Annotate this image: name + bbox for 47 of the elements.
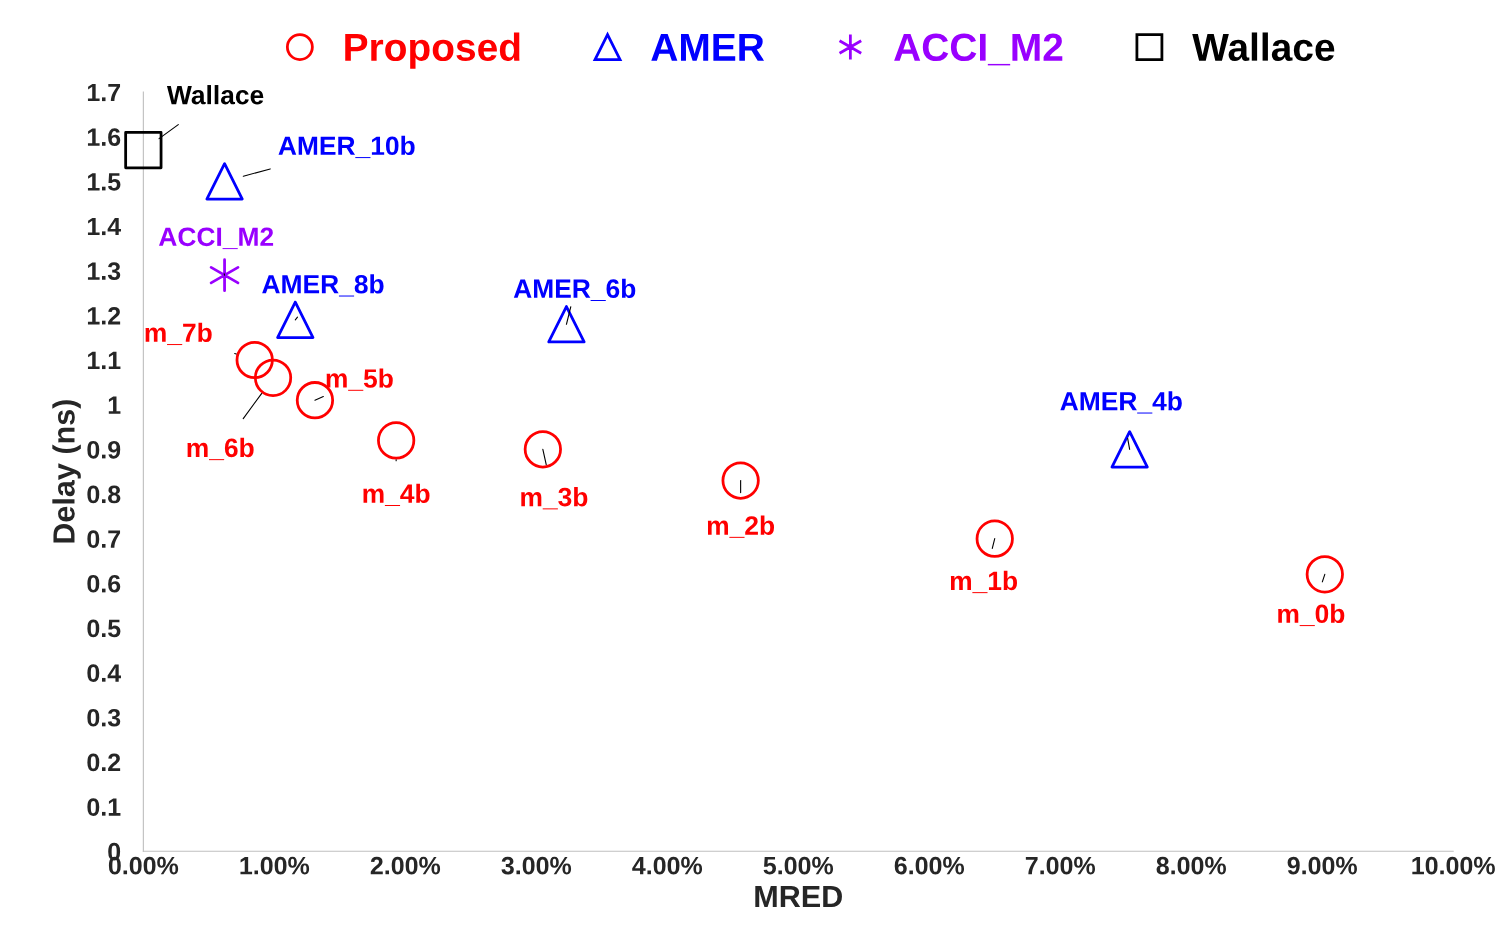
annotation: m_6b [187,437,254,461]
x-tick-label: 8.00% [1156,856,1226,875]
y-tick-label: 1.5 [87,173,121,191]
annotation: m_5b [326,368,393,391]
y-tick-label: 0.8 [87,485,121,504]
y-tick-label: 0.2 [87,753,121,772]
annotation: AMER_10b [278,135,415,159]
annotation: Wallace [166,85,264,105]
y-tick-label: 1.3 [87,262,121,281]
x-tick-label: 5.00% [763,856,834,875]
annotation: AMER_8b [262,274,384,297]
y-tick-label: 0.4 [87,664,121,682]
annotation: m_4b [363,483,430,506]
y-tick-label: 1.1 [87,351,121,370]
y-tick-label: 1.7 [87,83,121,102]
annotation: m_3b [521,487,588,510]
y-tick-label: 0.7 [87,530,121,548]
annotation: m_1b [950,570,1018,594]
annotation: ACCI_M2 [158,227,274,250]
x-tick-label: 4.00% [632,856,703,875]
annotation: AMER_4b [1060,391,1182,414]
y-tick-label: 1.4 [87,217,121,236]
x-tick-label: 10.00% [1412,856,1495,875]
y-tick-label: 0.5 [87,619,121,638]
x-tick-label: 6.00% [894,856,965,875]
y-axis-title: Delay (ns) [52,400,81,543]
x-tick-label: 7.00% [1025,856,1096,875]
legend-label: Wallace [1192,32,1335,62]
x-axis-title: MRED [755,886,842,908]
annotation: m_2b [707,515,775,538]
annotation: m_0b [1278,603,1345,627]
y-tick-label: 1 [108,396,121,414]
legend-label: Proposed [345,32,520,69]
x-tick-label: 9.00% [1287,856,1357,875]
y-tick-label: 0.3 [87,708,121,727]
x-tick-label: 2.00% [370,856,441,875]
y-tick-label: 0.9 [87,440,121,459]
y-tick-label: 0.6 [87,574,121,593]
legend-label: AMER [651,33,765,61]
x-tick-label: 1.00% [240,856,310,875]
annotation: AMER_6b [513,278,636,301]
x-tick-label: 3.00% [501,856,572,875]
legend-label: ACCI_M2 [894,33,1063,66]
annotation: m_7b [145,322,212,346]
y-tick-label: 0.1 [87,798,121,816]
y-tick-label: 1.2 [87,306,121,325]
y-tick-label: 1.6 [87,128,121,147]
